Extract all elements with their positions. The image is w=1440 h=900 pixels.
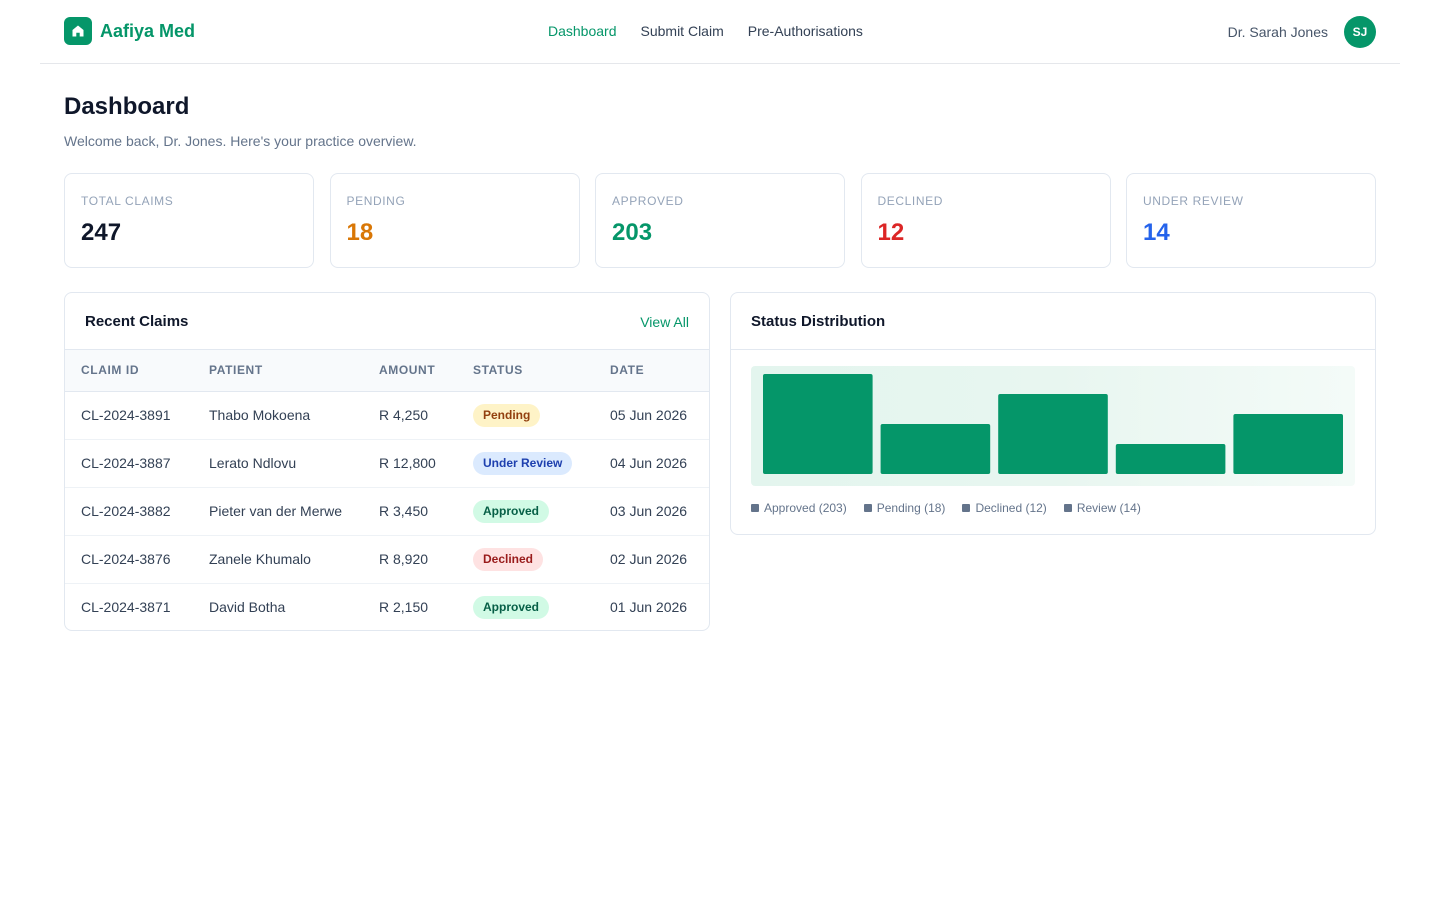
chart-legend: Approved (203) Pending (18) Declined (12… <box>751 500 1158 516</box>
column-header-amount: AMOUNT <box>379 350 473 392</box>
patient-name: Thabo Mokoena <box>209 407 311 423</box>
status-cell: Under Review <box>473 439 610 487</box>
status-badge: Declined <box>473 547 544 571</box>
page-title: Dashboard <box>64 93 190 120</box>
user-name: Dr. Sarah Jones <box>1227 24 1328 40</box>
brand-name: Aafiya Med <box>100 21 196 41</box>
stat-card-declined: DECLINED 12 <box>860 173 1111 268</box>
legend-label: Pending (18) <box>876 501 946 515</box>
claim-amount: R 3,450 <box>379 503 429 519</box>
claim-date: 04 Jun 2026 <box>610 455 688 471</box>
patient-name: Pieter van der Merwe <box>209 503 343 519</box>
stat-card-approved: APPROVED 203 <box>595 173 845 268</box>
patient-name: Lerato Ndlovu <box>209 455 297 471</box>
stat-label: UNDER REVIEW <box>1143 194 1244 208</box>
chart-svg <box>763 374 1343 474</box>
bar-approved <box>763 374 873 474</box>
claim-amount: R 8,920 <box>379 551 429 567</box>
legend-item-approved: Approved (203) <box>751 500 847 516</box>
table-row[interactable]: CL-2024-3871 David Botha R 2,150 Approve… <box>65 583 709 630</box>
stat-value: 12 <box>877 219 905 246</box>
recent-claims-panel: Recent Claims View All CLAIM ID PATIENT … <box>64 292 710 631</box>
legend-item-pending: Pending (18) <box>863 500 946 516</box>
claim-id: CL-2024-3887 <box>81 455 171 471</box>
table-row[interactable]: CL-2024-3882 Pieter van der Merwe R 3,45… <box>65 487 709 535</box>
patient-name: David Botha <box>209 599 286 616</box>
stat-label: PENDING <box>346 194 406 208</box>
status-badge: Approved <box>473 595 550 619</box>
bar-declined <box>998 394 1108 474</box>
legend-swatch <box>962 504 971 512</box>
panel-header: Status Distribution <box>731 293 1375 350</box>
view-all-link[interactable]: View All <box>640 314 689 330</box>
panel-title: Recent Claims <box>85 313 189 330</box>
user-menu[interactable]: Dr. Sarah Jones SJ <box>1228 16 1376 48</box>
table-header-row: CLAIM ID PATIENT AMOUNT STATUS DATE <box>65 350 709 392</box>
column-header-status: STATUS <box>473 350 610 392</box>
claim-date: 05 Jun 2026 <box>610 407 688 423</box>
status-cell: Approved <box>473 487 610 535</box>
table-row[interactable]: CL-2024-3876 Zanele Khumalo R 8,920 Decl… <box>65 535 709 583</box>
stat-card-pending: PENDING 18 <box>329 173 580 268</box>
claim-date: 01 Jun 2026 <box>610 599 688 616</box>
status-cell: Approved <box>473 583 610 630</box>
bar-pending <box>880 424 991 474</box>
claim-date: 03 Jun 2026 <box>610 503 688 519</box>
legend-label: Declined (12) <box>975 501 1047 515</box>
home-icon <box>64 17 92 45</box>
legend-swatch <box>751 504 759 512</box>
nav-dashboard[interactable]: Dashboard <box>548 23 617 39</box>
claim-amount: R 12,800 <box>379 455 436 471</box>
status-badge: Under Review <box>473 451 573 475</box>
status-badge: Approved <box>473 499 550 523</box>
stat-value: 18 <box>346 219 374 246</box>
bar-review <box>1233 414 1343 474</box>
status-badge: Pending <box>473 403 541 427</box>
stat-value: 203 <box>612 219 653 246</box>
stats-row: TOTAL CLAIMS 247 PENDING 18 APPROVED 203… <box>64 173 1376 268</box>
legend-label: Review (14) <box>1076 501 1141 515</box>
legend-label: Approved (203) <box>764 501 847 515</box>
stat-value: 14 <box>1143 219 1170 246</box>
stat-label: DECLINED <box>877 194 943 208</box>
status-cell: Pending <box>473 391 610 439</box>
avatar[interactable]: SJ <box>1344 16 1376 48</box>
main-nav: Dashboard Submit Claim Pre-Authorisation… <box>548 21 887 41</box>
page-subtitle: Welcome back, Dr. Jones. Here's your pra… <box>64 133 417 149</box>
bar-low <box>1115 444 1226 474</box>
stat-value: 247 <box>81 219 122 246</box>
claim-amount: R 4,250 <box>379 407 429 423</box>
legend-item-review: Review (14) <box>1063 500 1141 516</box>
status-distribution-panel: Status Distribution Approved (203) Pendi… <box>730 292 1376 535</box>
stat-label: TOTAL CLAIMS <box>81 194 174 208</box>
column-header-claim-id: CLAIM ID <box>65 350 209 392</box>
claims-table: CLAIM ID PATIENT AMOUNT STATUS DATE CL-2… <box>65 350 709 630</box>
legend-swatch <box>1063 504 1072 512</box>
nav-submit-claim[interactable]: Submit Claim <box>640 23 724 39</box>
table-row[interactable]: CL-2024-3887 Lerato Ndlovu R 12,800 Unde… <box>65 439 709 487</box>
table-row[interactable]: CL-2024-3891 Thabo Mokoena R 4,250 Pendi… <box>65 391 709 439</box>
brand[interactable]: Aafiya Med <box>64 17 195 45</box>
claim-amount: R 2,150 <box>379 599 429 616</box>
column-header-patient: PATIENT <box>209 350 379 392</box>
claim-date: 02 Jun 2026 <box>610 551 688 567</box>
status-cell: Declined <box>473 535 610 583</box>
stat-card-under-review: UNDER REVIEW 14 <box>1126 173 1376 268</box>
claim-id: CL-2024-3891 <box>81 407 171 423</box>
nav-pre-authorisations[interactable]: Pre-Authorisations <box>747 23 863 39</box>
status-bar-chart <box>751 366 1355 486</box>
panel-header: Recent Claims View All <box>65 293 709 350</box>
column-header-date: DATE <box>610 350 709 392</box>
top-navbar: Aafiya Med Dashboard Submit Claim Pre-Au… <box>40 0 1400 64</box>
claim-id: CL-2024-3871 <box>81 599 171 616</box>
claim-id: CL-2024-3876 <box>81 551 171 567</box>
stat-card-total-claims: TOTAL CLAIMS 247 <box>64 173 314 268</box>
patient-name: Zanele Khumalo <box>209 551 311 567</box>
stat-label: APPROVED <box>612 194 684 208</box>
panel-title: Status Distribution <box>751 313 886 330</box>
legend-swatch <box>863 504 872 512</box>
legend-item-declined: Declined (12) <box>962 500 1047 516</box>
claim-id: CL-2024-3882 <box>81 503 171 519</box>
